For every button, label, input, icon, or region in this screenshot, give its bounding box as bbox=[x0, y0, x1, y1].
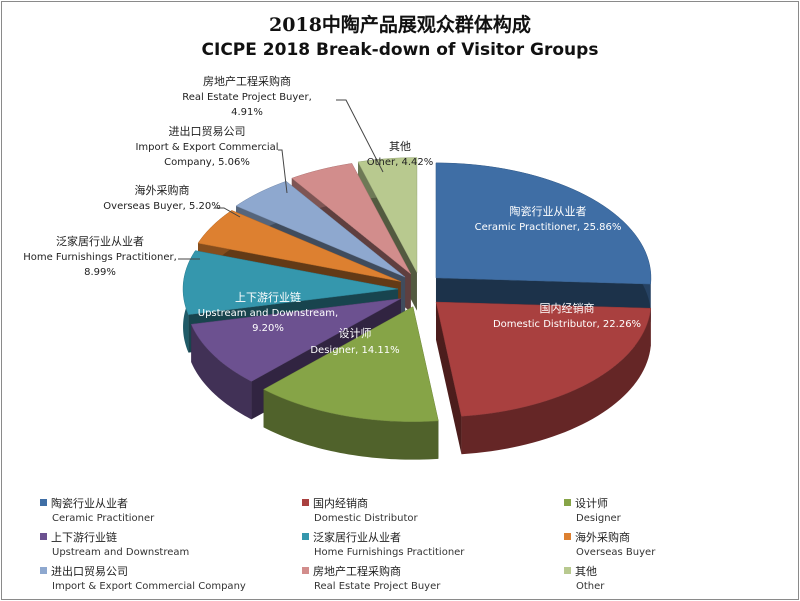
legend-label-en: Real Estate Project Buyer bbox=[314, 581, 441, 592]
pie-slice-0 bbox=[435, 162, 652, 323]
legend: 陶瓷行业从业者 Ceramic Practitioner 国内经销商 Domesti… bbox=[40, 496, 780, 594]
legend-label-en: Domestic Distributor bbox=[314, 513, 418, 524]
legend-label-cn: 国内经销商 bbox=[313, 497, 368, 510]
data-label-cn: 陶瓷行业从业者 bbox=[510, 204, 587, 218]
data-label: Designer, 14.11% bbox=[310, 345, 399, 356]
legend-label-cn: 泛家居行业从业者 bbox=[313, 531, 401, 544]
slice-top-face bbox=[197, 210, 401, 282]
data-label-cn: 设计师 bbox=[339, 327, 372, 340]
slice-side-face bbox=[436, 302, 462, 455]
data-label: Domestic Distributor, 22.26% bbox=[493, 319, 641, 330]
slice-outer-wall bbox=[191, 324, 252, 420]
legend-swatch bbox=[40, 533, 47, 540]
data-label-cn: 房地产工程采购商 bbox=[203, 74, 291, 88]
legend-label-en: Overseas Buyer bbox=[576, 547, 656, 558]
legend-label-cn: 陶瓷行业从业者 bbox=[51, 497, 128, 510]
legend-label-cn: 上下游行业链 bbox=[51, 531, 117, 544]
data-label: Company, 5.06% bbox=[164, 157, 250, 168]
slice-top-face bbox=[291, 163, 412, 275]
legend-item: 国内经销商 Domestic Distributor bbox=[302, 496, 564, 526]
data-label: Real Estate Project Buyer, bbox=[182, 92, 312, 103]
data-label: Ceramic Practitioner, 25.86% bbox=[475, 222, 622, 233]
data-label: 4.91% bbox=[231, 107, 263, 118]
data-label: 8.99% bbox=[84, 267, 116, 278]
legend-item: 上下游行业链 Upstream and Downstream bbox=[40, 530, 302, 560]
legend-label-cn: 进出口贸易公司 bbox=[51, 565, 128, 578]
data-label: Overseas Buyer, 5.20% bbox=[103, 201, 220, 212]
data-label-cn: 其他 bbox=[389, 140, 411, 153]
legend-swatch bbox=[302, 499, 309, 506]
data-label-cn: 上下游行业链 bbox=[235, 290, 301, 304]
legend-item: 进出口贸易公司 Import & Export Commercial Compan… bbox=[40, 564, 302, 594]
legend-swatch bbox=[564, 567, 571, 574]
slice-top-face bbox=[235, 180, 406, 278]
legend-label-cn: 设计师 bbox=[575, 497, 608, 510]
slice-top-face bbox=[435, 162, 652, 285]
data-label-cn: 泛家居行业从业者 bbox=[56, 234, 144, 248]
legend-label-en: Other bbox=[576, 581, 605, 592]
legend-item: 房地产工程采购商 Real Estate Project Buyer bbox=[302, 564, 564, 594]
legend-item: 其他 Other bbox=[564, 564, 780, 594]
legend-label-en: Designer bbox=[576, 513, 621, 524]
slice-top-face bbox=[263, 306, 439, 422]
legend-label-cn: 海外采购商 bbox=[575, 531, 630, 544]
pie-slice-2 bbox=[263, 306, 439, 460]
legend-label-cn: 其他 bbox=[575, 565, 597, 578]
data-label: Upstream and Downstream, bbox=[198, 308, 338, 319]
data-label-cn: 海外采购商 bbox=[135, 183, 190, 197]
slice-top-face bbox=[182, 250, 399, 315]
slice-outer-wall bbox=[461, 308, 651, 455]
leader-line bbox=[278, 149, 288, 194]
legend-item: 陶瓷行业从业者 Ceramic Practitioner bbox=[40, 496, 302, 526]
legend-swatch bbox=[564, 499, 571, 506]
pie-slice-3 bbox=[190, 298, 401, 420]
data-label: Import & Export Commercial bbox=[135, 142, 278, 153]
legend-item: 设计师 Designer bbox=[564, 496, 780, 526]
chart-subtitle: CICPE 2018 Break-down of Visitor Groups bbox=[201, 40, 599, 60]
legend-swatch bbox=[302, 533, 309, 540]
data-label-cn: 进出口贸易公司 bbox=[169, 124, 246, 138]
data-label: Other, 4.42% bbox=[367, 157, 434, 168]
chart-title: 2018中陶产品展观众群体构成 bbox=[269, 14, 531, 36]
data-label: Home Furnishings Practitioner, bbox=[23, 252, 177, 263]
slice-top-face bbox=[435, 301, 652, 417]
legend-label-en: Home Furnishings Practitioner bbox=[314, 547, 465, 558]
slice-top-face bbox=[190, 298, 401, 382]
legend-item: 海外采购商 Overseas Buyer bbox=[564, 530, 780, 560]
leader-line bbox=[215, 207, 241, 218]
legend-item: 泛家居行业从业者 Home Furnishings Practitioner bbox=[302, 530, 564, 560]
legend-swatch bbox=[40, 499, 47, 506]
legend-swatch bbox=[40, 567, 47, 574]
slice-top-face bbox=[357, 157, 418, 273]
legend-label-cn: 房地产工程采购商 bbox=[313, 565, 401, 578]
legend-swatch bbox=[564, 533, 571, 540]
leader-line bbox=[336, 99, 384, 173]
legend-label-en: Upstream and Downstream bbox=[52, 547, 190, 558]
data-label: 9.20% bbox=[252, 323, 284, 334]
legend-label-en: Ceramic Practitioner bbox=[52, 513, 155, 524]
data-label-cn: 国内经销商 bbox=[540, 301, 595, 315]
pie-slice-1 bbox=[435, 301, 652, 455]
legend-label-en: Import & Export Commercial Company bbox=[52, 581, 246, 592]
legend-swatch bbox=[302, 567, 309, 574]
